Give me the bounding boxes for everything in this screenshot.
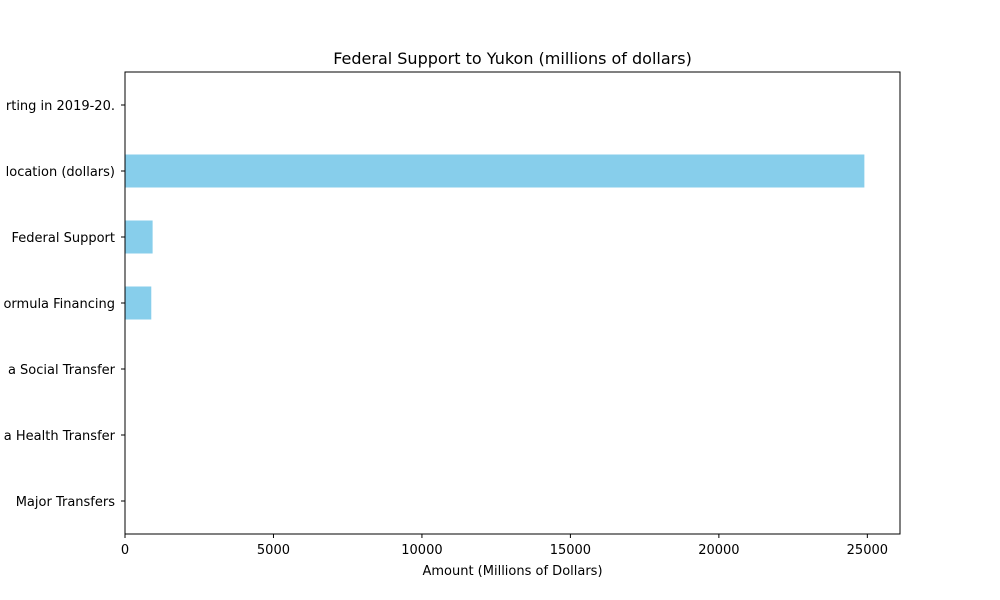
bars-group	[125, 154, 865, 320]
y-tick-label: ormula Financing	[3, 297, 115, 312]
x-tick-label: 20000	[698, 543, 739, 558]
bar	[125, 220, 153, 254]
y-tick-label: location (dollars)	[6, 165, 115, 180]
y-tick-label: Federal Support	[12, 231, 115, 246]
chart-title: Federal Support to Yukon (millions of do…	[333, 49, 692, 68]
y-tick-label: rting in 2019-20.	[6, 99, 115, 114]
y-axis-ticks: Major Transfers a Health Transfer a Social…	[3, 99, 125, 510]
x-tick-label: 10000	[401, 543, 442, 558]
plot-frame	[124, 71, 901, 535]
x-axis-ticks: 0 5000 10000 15000 20000 25000	[121, 534, 888, 558]
x-tick-label: 25000	[847, 543, 888, 558]
bar	[125, 154, 865, 188]
x-tick-label: 0	[121, 543, 129, 558]
y-tick-label: a Social Transfer	[8, 363, 116, 378]
y-tick-label: Major Transfers	[16, 495, 115, 510]
x-tick-label: 15000	[550, 543, 591, 558]
x-axis-label: Amount (Millions of Dollars)	[422, 564, 602, 579]
bar	[125, 286, 152, 320]
y-tick-label: a Health Transfer	[4, 429, 116, 444]
x-tick-label: 5000	[257, 543, 290, 558]
